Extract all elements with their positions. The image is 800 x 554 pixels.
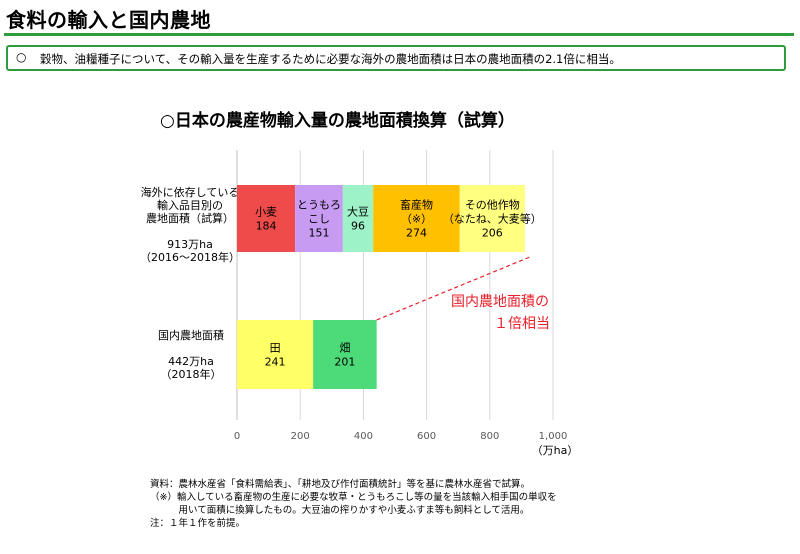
annotation-connector	[376, 256, 531, 321]
annotation-text: １倍相当	[494, 316, 550, 332]
x-tick-label: 400	[354, 431, 373, 442]
segment-label: こし	[308, 213, 330, 226]
notes: 資料：農林水産省「食料需給表」、「耕地及び作付面積統計」等を基に農林水産省で試算…	[150, 478, 557, 530]
data-label: 151	[309, 227, 330, 240]
bar-segment	[295, 185, 343, 252]
summary-bullet: ○	[16, 50, 27, 64]
bar-segment	[313, 320, 377, 389]
segment-label: 畑	[339, 342, 350, 355]
bar-segment	[459, 185, 525, 252]
chart-title: ○日本の農産物輸入量の農地面積換算（試算）	[160, 111, 515, 131]
data-label: 96	[351, 220, 365, 233]
domestic-row-label: 国内農地面積 442万ha （2018年）	[158, 329, 224, 381]
note-remark: 注：１年１作を前提。	[150, 518, 246, 529]
data-label: 241	[265, 356, 286, 369]
segment-label: 小麦	[255, 206, 277, 219]
summary-box: ○ 穀物、油糧種子について、その輸入量を生産するために必要な海外の農地面積は日本…	[6, 45, 786, 71]
segment-label: その他作物	[465, 198, 520, 212]
overseas-row-label: 海外に依存している 輸入品目別の 農地面積（試算） 913万ha （2016～2…	[140, 186, 240, 264]
title-rule	[4, 33, 794, 36]
x-tick-label: 0	[234, 431, 240, 442]
data-label: 184	[256, 220, 277, 233]
x-tick-label: 1,000	[539, 431, 568, 442]
segment-label: 大豆	[347, 205, 369, 219]
segment-label: 畜産物	[400, 198, 433, 212]
note-source: 資料：農林水産省「食料需給表」、「耕地及び作付面積統計」等を基に農林水産省で試算…	[150, 479, 531, 490]
x-tick-label: 800	[480, 431, 499, 442]
annotation-text: 国内農地面積の	[451, 294, 549, 310]
segment-label: 田	[270, 342, 281, 355]
segment-label: （なたね、大麦等）	[443, 212, 542, 226]
segment-label: （※）	[401, 213, 432, 226]
data-label: 206	[482, 227, 503, 240]
bar-segment	[237, 185, 296, 252]
x-tick-label: 200	[291, 431, 310, 442]
data-label: 201	[334, 356, 355, 369]
note-asterisk-2: 用いて面積に換算したもの。大豆油の搾りかすや小麦ふすま等も飼料として活用。	[150, 505, 530, 516]
x-tick-label: 600	[417, 431, 436, 442]
bar-segment	[342, 185, 374, 252]
bar-segment	[373, 185, 460, 252]
segment-label: とうもろ	[297, 199, 341, 212]
bar-segment	[237, 320, 314, 389]
page-title: 食料の輸入と国内農地	[6, 8, 211, 32]
data-label: 274	[406, 227, 427, 240]
x-axis-unit: （万ha）	[532, 444, 579, 457]
note-asterisk-1: （※）輸入している畜産物の生産に必要な牧草・とうもろこし等の量を当該輸入相手国の…	[150, 492, 557, 503]
summary-text: 穀物、油糧種子について、その輸入量を生産するために必要な海外の農地面積は日本の農…	[40, 52, 621, 66]
